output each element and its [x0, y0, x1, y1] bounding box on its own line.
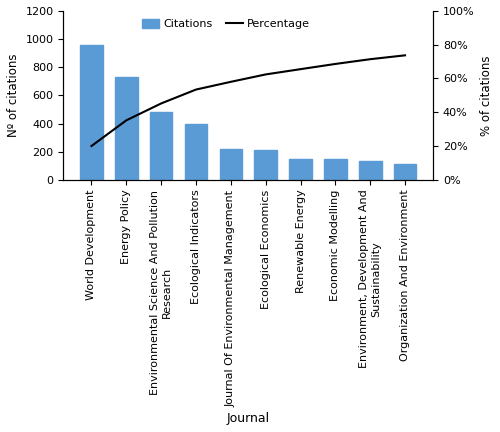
Bar	[115, 77, 138, 180]
Bar	[220, 149, 242, 180]
Y-axis label: Nº of citations: Nº of citations	[7, 54, 20, 137]
Bar	[254, 150, 277, 180]
Legend: Citations, Percentage: Citations, Percentage	[138, 15, 314, 34]
Bar	[289, 159, 312, 180]
Bar	[184, 124, 208, 180]
Bar	[80, 44, 103, 180]
Bar	[324, 159, 346, 180]
Y-axis label: % of citations: % of citations	[480, 55, 493, 136]
Bar	[359, 161, 382, 180]
Bar	[394, 164, 416, 180]
Bar	[150, 112, 172, 180]
X-axis label: Journal: Journal	[226, 412, 270, 425]
